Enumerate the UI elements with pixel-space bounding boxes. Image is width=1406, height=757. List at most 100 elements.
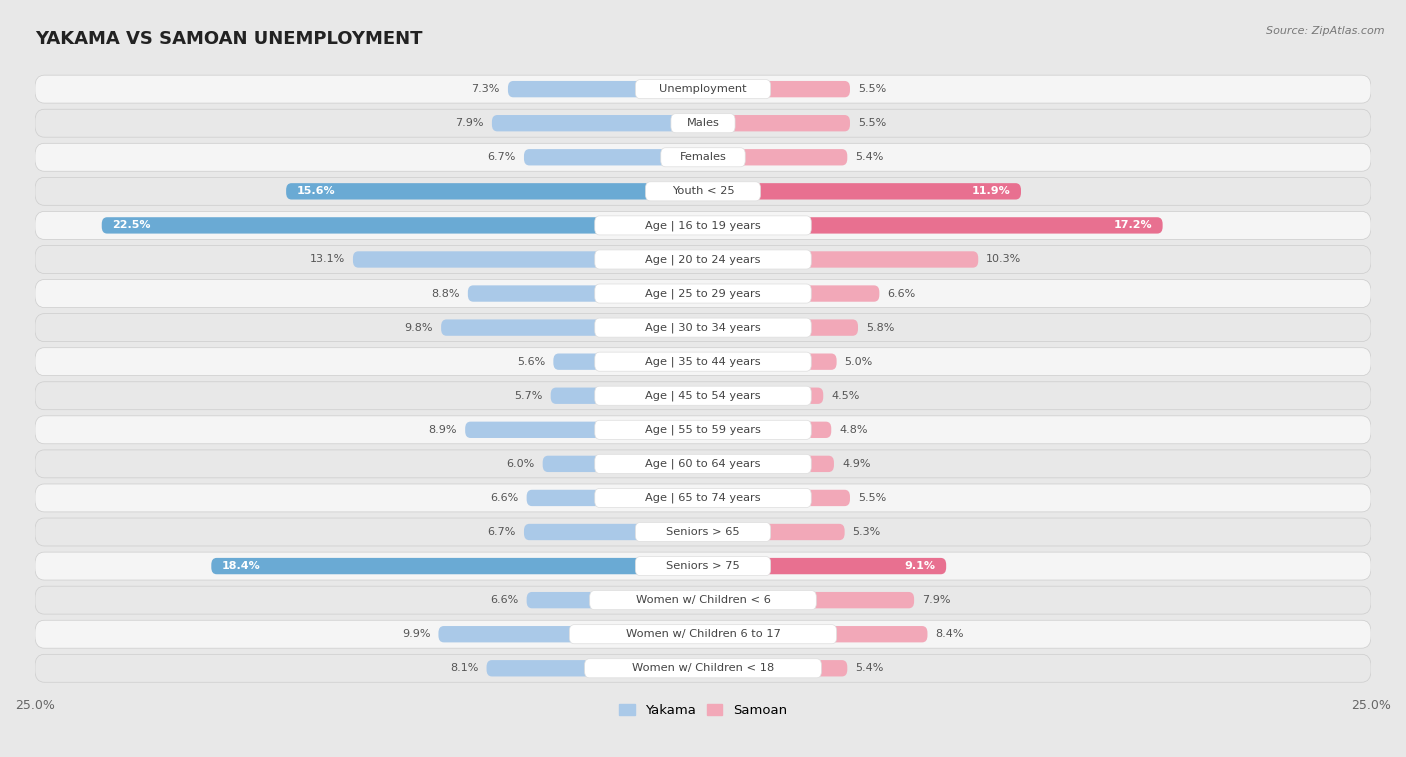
Text: 6.6%: 6.6% [887,288,915,298]
Text: 18.4%: 18.4% [222,561,260,571]
FancyBboxPatch shape [703,149,848,166]
Text: Age | 25 to 29 years: Age | 25 to 29 years [645,288,761,299]
Text: 8.9%: 8.9% [429,425,457,435]
FancyBboxPatch shape [703,490,851,506]
FancyBboxPatch shape [353,251,703,268]
Text: 9.8%: 9.8% [405,322,433,332]
FancyBboxPatch shape [589,590,817,609]
FancyBboxPatch shape [35,552,1371,580]
Text: 4.9%: 4.9% [842,459,870,469]
Text: 6.7%: 6.7% [488,527,516,537]
Text: Age | 20 to 24 years: Age | 20 to 24 years [645,254,761,265]
FancyBboxPatch shape [35,347,1371,375]
Text: 9.1%: 9.1% [904,561,935,571]
FancyBboxPatch shape [595,488,811,507]
FancyBboxPatch shape [441,319,703,336]
FancyBboxPatch shape [645,182,761,201]
Text: Age | 30 to 34 years: Age | 30 to 34 years [645,322,761,333]
Text: 6.0%: 6.0% [506,459,534,469]
FancyBboxPatch shape [524,149,703,166]
Text: 9.9%: 9.9% [402,629,430,639]
FancyBboxPatch shape [703,592,914,609]
Text: 10.3%: 10.3% [986,254,1022,264]
FancyBboxPatch shape [35,518,1371,546]
FancyBboxPatch shape [35,620,1371,648]
Text: 8.8%: 8.8% [432,288,460,298]
FancyBboxPatch shape [636,79,770,98]
Text: 5.4%: 5.4% [855,663,884,673]
FancyBboxPatch shape [671,114,735,132]
Text: Women w/ Children < 18: Women w/ Children < 18 [631,663,775,673]
Text: Youth < 25: Youth < 25 [672,186,734,196]
FancyBboxPatch shape [636,556,770,575]
FancyBboxPatch shape [661,148,745,167]
FancyBboxPatch shape [543,456,703,472]
FancyBboxPatch shape [465,422,703,438]
Text: Age | 65 to 74 years: Age | 65 to 74 years [645,493,761,503]
FancyBboxPatch shape [595,352,811,371]
Text: Source: ZipAtlas.com: Source: ZipAtlas.com [1267,26,1385,36]
Text: YAKAMA VS SAMOAN UNEMPLOYMENT: YAKAMA VS SAMOAN UNEMPLOYMENT [35,30,422,48]
FancyBboxPatch shape [439,626,703,643]
Text: 5.5%: 5.5% [858,84,886,94]
Text: Seniors > 75: Seniors > 75 [666,561,740,571]
FancyBboxPatch shape [35,143,1371,171]
FancyBboxPatch shape [703,183,1021,200]
Text: 15.6%: 15.6% [297,186,336,196]
Text: Women w/ Children < 6: Women w/ Children < 6 [636,595,770,605]
FancyBboxPatch shape [35,450,1371,478]
Text: Age | 45 to 54 years: Age | 45 to 54 years [645,391,761,401]
Text: 11.9%: 11.9% [972,186,1011,196]
FancyBboxPatch shape [35,279,1371,307]
FancyBboxPatch shape [636,522,770,541]
FancyBboxPatch shape [703,319,858,336]
FancyBboxPatch shape [595,250,811,269]
Text: Age | 55 to 59 years: Age | 55 to 59 years [645,425,761,435]
Text: 4.8%: 4.8% [839,425,868,435]
FancyBboxPatch shape [703,524,845,540]
Text: Seniors > 65: Seniors > 65 [666,527,740,537]
FancyBboxPatch shape [35,109,1371,137]
Text: 6.7%: 6.7% [488,152,516,162]
FancyBboxPatch shape [703,626,928,643]
FancyBboxPatch shape [35,211,1371,239]
Text: 5.8%: 5.8% [866,322,894,332]
FancyBboxPatch shape [508,81,703,98]
Text: Age | 60 to 64 years: Age | 60 to 64 years [645,459,761,469]
Text: 7.9%: 7.9% [922,595,950,605]
FancyBboxPatch shape [35,484,1371,512]
Text: 5.5%: 5.5% [858,118,886,128]
Text: 6.6%: 6.6% [491,493,519,503]
Text: 5.5%: 5.5% [858,493,886,503]
Text: 5.6%: 5.6% [517,357,546,366]
FancyBboxPatch shape [703,558,946,575]
FancyBboxPatch shape [35,75,1371,103]
FancyBboxPatch shape [703,81,851,98]
FancyBboxPatch shape [101,217,703,234]
FancyBboxPatch shape [703,251,979,268]
FancyBboxPatch shape [554,354,703,370]
FancyBboxPatch shape [551,388,703,404]
FancyBboxPatch shape [595,420,811,439]
FancyBboxPatch shape [35,586,1371,614]
FancyBboxPatch shape [35,654,1371,682]
FancyBboxPatch shape [595,318,811,337]
Text: 17.2%: 17.2% [1114,220,1152,230]
Text: 5.0%: 5.0% [845,357,873,366]
FancyBboxPatch shape [527,592,703,609]
FancyBboxPatch shape [703,388,824,404]
Text: Women w/ Children 6 to 17: Women w/ Children 6 to 17 [626,629,780,639]
Text: 8.4%: 8.4% [935,629,965,639]
FancyBboxPatch shape [35,382,1371,410]
FancyBboxPatch shape [595,454,811,473]
FancyBboxPatch shape [35,177,1371,205]
Text: Females: Females [679,152,727,162]
Text: Males: Males [686,118,720,128]
FancyBboxPatch shape [703,217,1163,234]
FancyBboxPatch shape [703,456,834,472]
FancyBboxPatch shape [527,490,703,506]
Text: 5.4%: 5.4% [855,152,884,162]
FancyBboxPatch shape [703,422,831,438]
FancyBboxPatch shape [35,245,1371,273]
FancyBboxPatch shape [287,183,703,200]
